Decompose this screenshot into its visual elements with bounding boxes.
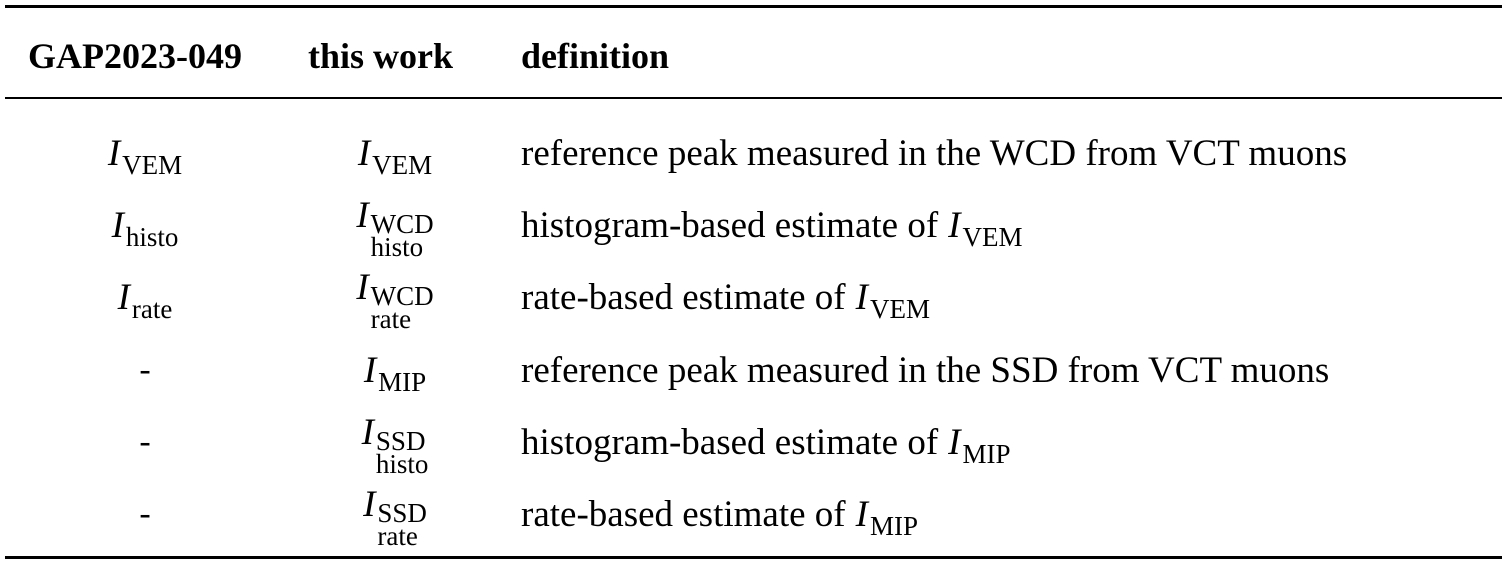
gap-symbol-cell: - [20, 334, 270, 406]
definition-text: histogram-based estimate of I MIP [521, 421, 1011, 469]
definition-cell: histogram-based estimate of I MIP [521, 406, 1501, 478]
header-definition: definition [521, 36, 670, 76]
header-gap2023-049: GAP2023-049 [28, 36, 242, 76]
gap-symbol: I VEM [107, 132, 183, 180]
definition-cell: rate-based estimate of I MIP [521, 478, 1501, 550]
definition-symbol: I VEM [948, 204, 1023, 252]
gap-empty-dash: - [139, 495, 151, 532]
top-rule [5, 5, 1502, 8]
gap-symbol-cell: - [20, 406, 270, 478]
work-symbol-cell: I SSD histo [300, 406, 490, 478]
table-row: - I MIP reference peak measured in the SS… [0, 334, 1506, 406]
definition-cell: histogram-based estimate of I VEM [521, 189, 1501, 261]
work-symbol-cell: I MIP [300, 334, 490, 406]
gap-symbol-cell: I VEM [20, 117, 270, 189]
work-symbol-cell: I VEM [300, 117, 490, 189]
work-symbol-cell: I WCD rate [300, 261, 490, 333]
work-symbol: I SSD histo [361, 412, 429, 479]
definition-symbol: I MIP [855, 493, 918, 541]
definition-text: rate-based estimate of I VEM [521, 276, 930, 324]
work-symbol-cell: I WCD histo [300, 189, 490, 261]
definition-cell: reference peak measured in the SSD from … [521, 334, 1501, 406]
work-symbol: I MIP [363, 349, 427, 397]
work-symbol: I VEM [357, 132, 433, 180]
definition-text: reference peak measured in the SSD from … [521, 349, 1330, 391]
header-rule [5, 97, 1502, 99]
gap-empty-dash: - [139, 351, 151, 388]
definition-symbol: I VEM [855, 276, 930, 324]
definition-cell: rate-based estimate of I VEM [521, 261, 1501, 333]
table-row: - I SSD histo histogram-based estimate of … [0, 406, 1506, 478]
gap-empty-dash: - [139, 423, 151, 460]
definition-cell: reference peak measured in the WCD from … [521, 117, 1501, 189]
definition-text: rate-based estimate of I MIP [521, 493, 918, 541]
bottom-rule [5, 556, 1502, 559]
definition-text: reference peak measured in the WCD from … [521, 132, 1348, 174]
work-symbol: I WCD histo [356, 195, 434, 262]
definition-text: histogram-based estimate of I VEM [521, 204, 1023, 252]
work-symbol: I WCD rate [356, 267, 434, 334]
gap-symbol-cell: - [20, 478, 270, 550]
table-row: I VEM I VEM reference peak measured in the… [0, 117, 1506, 189]
work-symbol-cell: I SSD rate [300, 478, 490, 550]
table-row: - I SSD rate rate-based estimate of I MIP [0, 478, 1506, 550]
work-symbol: I SSD rate [363, 484, 427, 551]
definition-symbol: I MIP [948, 421, 1011, 469]
header-this-work: this work [308, 36, 454, 76]
